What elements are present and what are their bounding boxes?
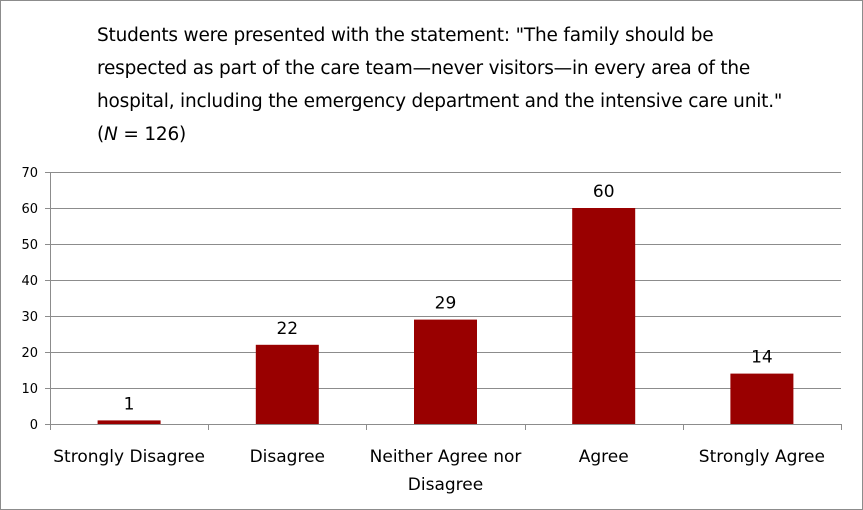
x-category-label: Disagree — [250, 447, 325, 467]
chart-title-part: Students were presented with the stateme… — [97, 25, 783, 145]
x-category-label: Agree — [579, 447, 629, 467]
x-category-label: Strongly Disagree — [53, 447, 205, 467]
x-category-label: Strongly Agree — [699, 447, 825, 467]
chart-title-part: N — [104, 124, 118, 145]
y-tick-label: 70 — [21, 166, 38, 181]
data-label: 14 — [751, 348, 773, 368]
bar — [572, 208, 636, 424]
data-label: 60 — [593, 182, 615, 202]
x-category-label: Disagree — [408, 475, 483, 495]
x-category-label: Neither Agree nor — [370, 447, 522, 467]
y-tick-label: 40 — [21, 274, 38, 289]
y-tick-label: 30 — [21, 310, 38, 325]
data-label: 22 — [276, 319, 298, 339]
chart-title: Students were presented with the stateme… — [97, 19, 797, 151]
chart-title-part: = 126) — [117, 124, 187, 145]
bar — [255, 344, 319, 424]
data-label: 29 — [435, 294, 457, 314]
y-tick-label: 50 — [21, 238, 38, 253]
y-tick-label: 0 — [30, 418, 38, 433]
bar — [730, 373, 794, 424]
y-tick-label: 60 — [21, 202, 38, 217]
y-tick-label: 10 — [21, 382, 38, 397]
bar — [97, 420, 161, 424]
data-label: 1 — [124, 394, 135, 414]
bar — [414, 319, 477, 424]
y-tick-label: 20 — [21, 346, 38, 361]
